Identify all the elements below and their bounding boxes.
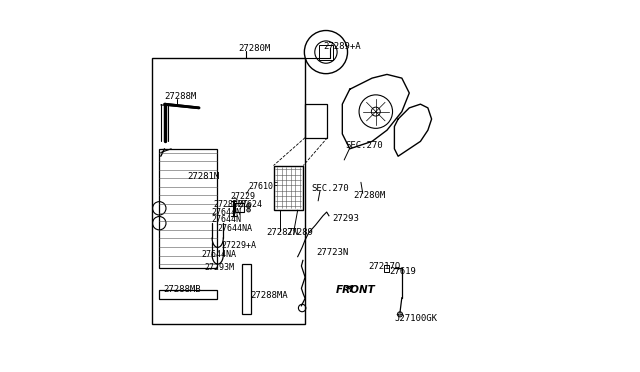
Text: J27100GK: J27100GK bbox=[394, 314, 437, 323]
Bar bbox=[159, 290, 217, 299]
Text: 27293: 27293 bbox=[333, 214, 360, 223]
Bar bbox=[273, 166, 303, 210]
Bar bbox=[242, 264, 251, 314]
Circle shape bbox=[246, 203, 250, 207]
Bar bbox=[384, 265, 389, 272]
Text: 27281M: 27281M bbox=[187, 172, 219, 181]
Bar bbox=[159, 149, 217, 268]
Text: 27610F: 27610F bbox=[248, 182, 278, 191]
Text: SEC.270: SEC.270 bbox=[312, 184, 349, 193]
Text: SEC.270: SEC.270 bbox=[346, 141, 383, 150]
Text: 27229: 27229 bbox=[230, 192, 255, 201]
Text: 27288M: 27288M bbox=[164, 92, 196, 101]
Text: 27644N: 27644N bbox=[211, 215, 241, 224]
Text: 27288MA: 27288MA bbox=[250, 291, 288, 300]
Text: 27644NA: 27644NA bbox=[218, 224, 252, 233]
Bar bbox=[235, 203, 244, 212]
Text: 27287N: 27287N bbox=[266, 228, 298, 237]
Text: 27289: 27289 bbox=[287, 228, 314, 237]
Text: 27624: 27624 bbox=[237, 200, 262, 209]
Circle shape bbox=[246, 205, 250, 208]
Text: 27288MB: 27288MB bbox=[163, 285, 201, 294]
Text: 27280M: 27280M bbox=[353, 191, 386, 200]
Text: 27619: 27619 bbox=[389, 267, 416, 276]
Text: FRONT: FRONT bbox=[335, 285, 376, 295]
Text: 27217Q: 27217Q bbox=[369, 262, 401, 271]
Text: 27280M: 27280M bbox=[238, 44, 271, 53]
Text: 27288MC: 27288MC bbox=[213, 200, 248, 209]
Bar bbox=[152, 58, 305, 324]
Circle shape bbox=[397, 312, 403, 317]
Text: 27229+A: 27229+A bbox=[221, 241, 257, 250]
Bar bbox=[305, 104, 328, 138]
Text: 27723N: 27723N bbox=[316, 248, 349, 257]
Bar bbox=[319, 45, 333, 60]
Circle shape bbox=[246, 208, 250, 212]
Text: 27289+A: 27289+A bbox=[324, 42, 362, 51]
Text: 27644N: 27644N bbox=[211, 208, 241, 217]
Text: 27644NA: 27644NA bbox=[202, 250, 237, 259]
Text: 27293M: 27293M bbox=[205, 263, 235, 272]
